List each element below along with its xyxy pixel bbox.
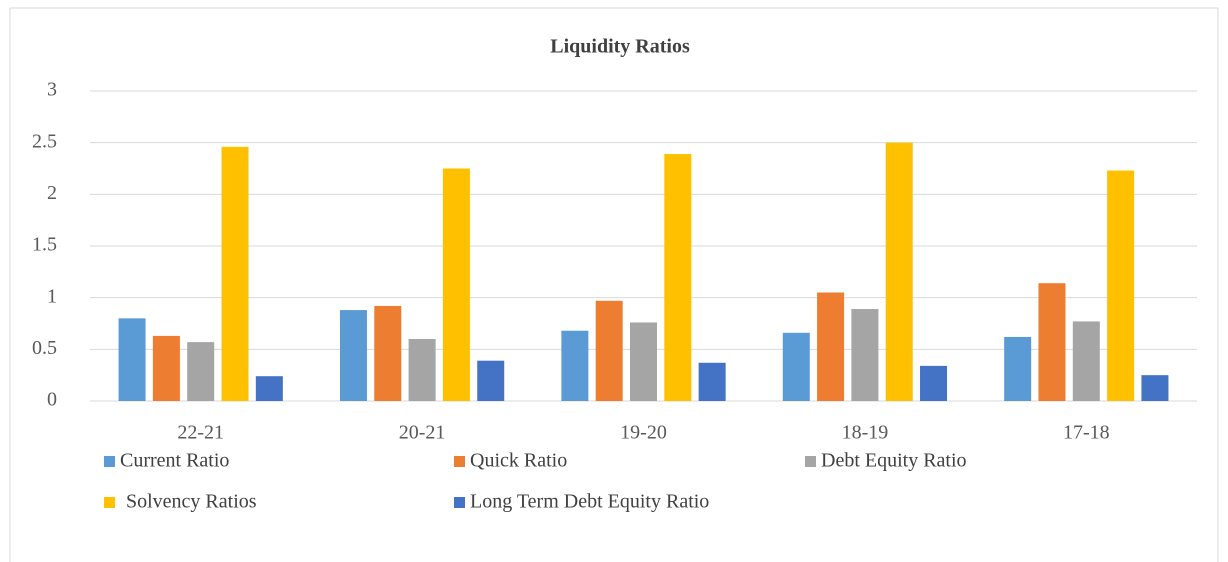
chart-title: Liquidity Ratios (550, 36, 690, 58)
bar (118, 318, 146, 401)
legend-swatch (104, 456, 115, 467)
bar (595, 300, 623, 401)
legend-label: Current Ratio (120, 450, 229, 472)
bar (1141, 375, 1169, 401)
y-tick-label: 0 (47, 389, 57, 411)
bar (152, 335, 180, 401)
bar (408, 339, 436, 401)
bar (1107, 170, 1135, 401)
legend-swatch (454, 456, 465, 467)
bar (561, 330, 589, 401)
y-tick-label: 0.5 (32, 337, 57, 359)
bar (339, 310, 367, 401)
bar (698, 362, 726, 401)
legend-swatch (454, 497, 465, 508)
legend-label: Debt Equity Ratio (821, 450, 967, 472)
bar (255, 376, 283, 401)
bar (629, 322, 658, 401)
x-tick-label: 17-18 (1063, 422, 1110, 444)
legend-label: Long Term Debt Equity Ratio (470, 491, 709, 513)
bar (851, 309, 879, 401)
bar (920, 365, 948, 401)
y-tick-label: 1.5 (32, 234, 57, 256)
legend-swatch (805, 456, 816, 467)
y-tick-label: 3 (47, 79, 57, 101)
bar (817, 292, 845, 401)
x-tick-label: 20-21 (399, 422, 446, 444)
y-tick-label: 1 (47, 285, 57, 307)
y-tick-label: 2.5 (32, 130, 57, 152)
legend-swatch (104, 497, 115, 508)
bar (1038, 283, 1066, 401)
bar (664, 154, 692, 401)
legend-label: Quick Ratio (470, 450, 567, 472)
bar (885, 142, 913, 401)
chart-border (9, 7, 1219, 562)
x-tick-label: 22-21 (177, 422, 224, 444)
legend-label: Solvency Ratios (126, 491, 257, 513)
x-tick-label: 19-20 (620, 422, 667, 444)
bar (782, 332, 810, 401)
bar (477, 360, 505, 401)
bar (442, 168, 470, 401)
bar (187, 342, 215, 401)
bar (1004, 336, 1032, 401)
x-tick-label: 18-19 (842, 422, 889, 444)
bar (221, 146, 249, 401)
bar (1072, 321, 1100, 401)
bar (374, 305, 402, 401)
y-tick-label: 2 (47, 182, 57, 204)
